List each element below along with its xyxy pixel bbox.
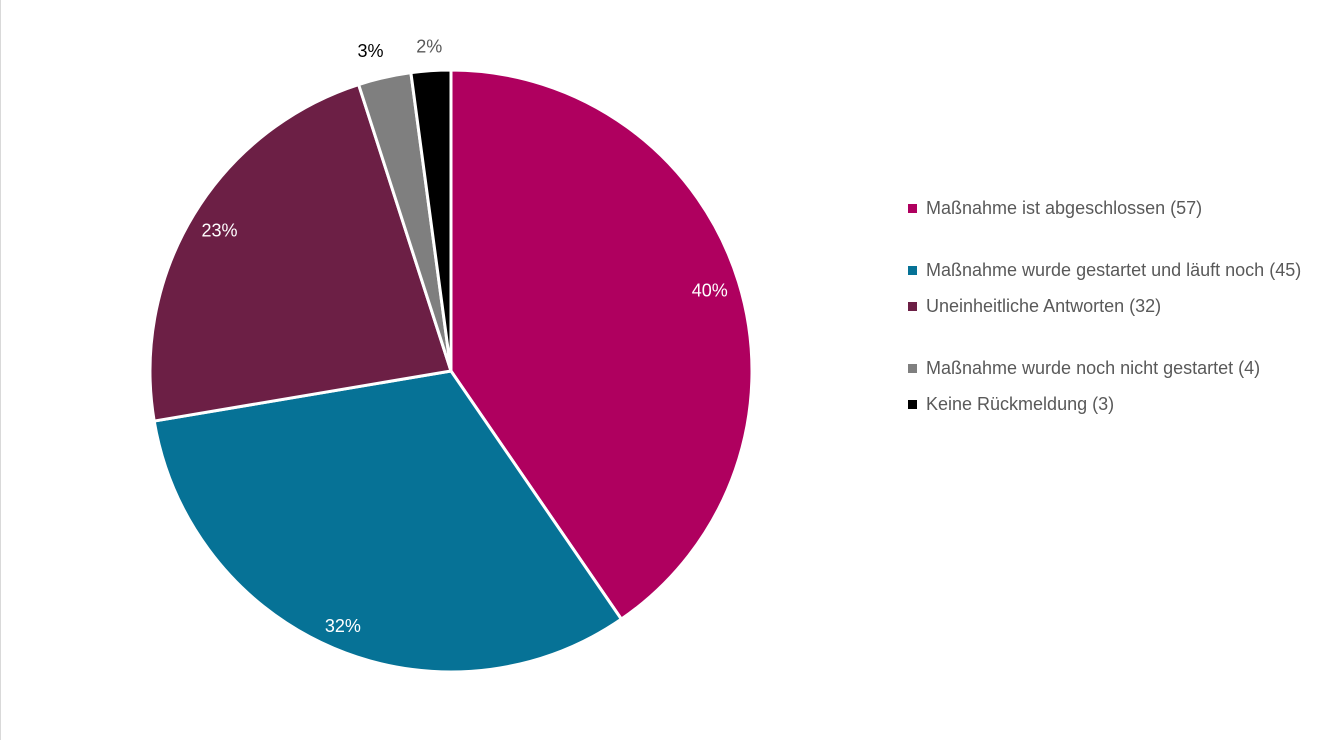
legend-label: Maßnahme ist abgeschlossen (57) — [926, 198, 1203, 218]
legend-item: Maßnahme wurde gestartet und läuft noch … — [906, 258, 1316, 283]
legend-item: Maßnahme wurde noch nicht gestartet (4) — [906, 356, 1316, 381]
legend-swatch — [908, 364, 917, 373]
data-label: 2% — [416, 37, 442, 57]
legend-swatch — [908, 302, 917, 311]
legend-label: Maßnahme wurde noch nicht gestartet (4) — [926, 358, 1261, 378]
pie-slice — [148, 83, 453, 423]
data-label: 32% — [325, 616, 361, 636]
legend-item: Uneinheitliche Antworten (32) — [906, 294, 1316, 319]
legend-swatch — [908, 204, 917, 213]
legend-item: Maßnahme ist abgeschlossen (57) — [906, 196, 1316, 221]
pie-slices — [148, 68, 754, 674]
data-label: 23% — [201, 220, 237, 240]
pie-chart: 40% 32% 23% 3% 2% — [148, 37, 754, 674]
legend-label: Maßnahme wurde gestartet und läuft noch … — [926, 260, 1302, 280]
legend-item: Keine Rückmeldung (3) — [906, 392, 1316, 417]
legend: Maßnahme ist abgeschlossen (57) Maßnahme… — [906, 196, 1316, 417]
legend-swatch — [908, 266, 917, 275]
legend-swatch — [908, 400, 917, 409]
data-label: 3% — [357, 41, 383, 61]
pie-slice — [449, 68, 754, 621]
data-label: 40% — [692, 281, 728, 301]
pie-slice — [409, 68, 453, 373]
legend-label: Keine Rückmeldung (3) — [926, 394, 1115, 414]
legend-label: Uneinheitliche Antworten (32) — [926, 296, 1162, 316]
pie-slice — [152, 369, 623, 674]
